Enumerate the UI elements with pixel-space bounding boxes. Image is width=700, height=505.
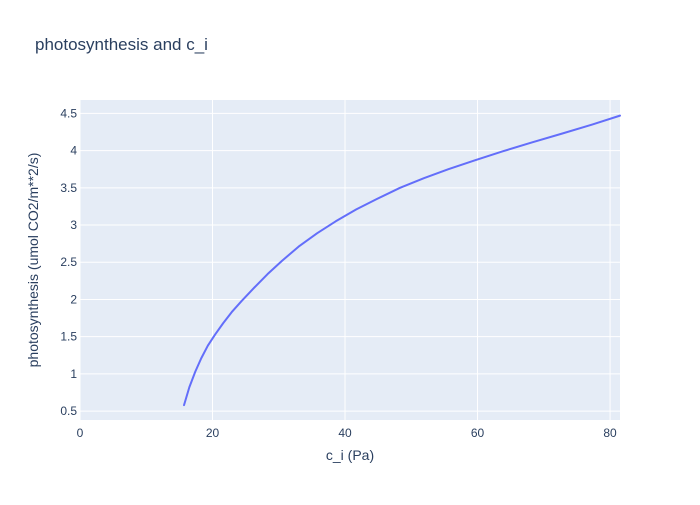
y-tick-label: 3.5 (60, 181, 77, 195)
y-tick-label: 1.5 (60, 330, 77, 344)
data-point[interactable] (212, 331, 218, 337)
y-tick-label: 4 (70, 144, 77, 158)
plot-area (80, 100, 620, 420)
data-point[interactable] (220, 320, 226, 326)
data-point[interactable] (500, 148, 506, 154)
data-point[interactable] (239, 298, 245, 304)
data-point[interactable] (265, 271, 271, 277)
data-point[interactable] (296, 244, 302, 250)
data-point[interactable] (374, 196, 380, 202)
data-point[interactable] (229, 309, 235, 315)
data-point[interactable] (192, 369, 198, 375)
data-point[interactable] (589, 122, 595, 128)
data-point[interactable] (251, 285, 257, 291)
y-tick-label: 0.5 (60, 404, 77, 418)
data-point[interactable] (445, 166, 451, 172)
data-point[interactable] (529, 139, 535, 145)
y-tick-label: 3 (70, 218, 77, 232)
y-tick-label: 2.5 (60, 255, 77, 269)
y-tick-label: 2 (70, 292, 77, 306)
x-tick-label: 20 (206, 426, 220, 440)
series-line (183, 114, 621, 407)
tick-labels: 0 20 40 60 80 0.5 1 1.5 2 2.5 3 3.5 4 4.5 (60, 106, 617, 440)
y-tick-label: 4.5 (60, 106, 77, 120)
data-point[interactable] (472, 157, 478, 163)
x-tick-label: 80 (603, 426, 617, 440)
data-point[interactable] (181, 402, 187, 408)
data-point[interactable] (397, 185, 403, 191)
x-tick-label: 60 (471, 426, 485, 440)
data-point[interactable] (186, 384, 192, 390)
data-point[interactable] (421, 175, 427, 181)
data-point[interactable] (205, 343, 211, 349)
grid-lines (79, 100, 620, 420)
data-point[interactable] (559, 130, 565, 136)
data-point[interactable] (279, 258, 285, 264)
data-point[interactable] (353, 206, 359, 212)
x-axis-label: c_i (Pa) (326, 447, 374, 463)
data-point[interactable] (333, 218, 339, 224)
data-point[interactable] (617, 113, 623, 119)
x-tick-label: 0 (77, 426, 84, 440)
x-tick-label: 40 (338, 426, 352, 440)
y-axis-label: photosynthesis (umol CO2/m**2/s) (25, 153, 41, 368)
chart-title: photosynthesis and c_i (35, 35, 208, 54)
series-layer (181, 113, 623, 408)
data-point[interactable] (198, 355, 204, 361)
y-tick-label: 1 (70, 367, 77, 381)
data-point[interactable] (314, 230, 320, 236)
